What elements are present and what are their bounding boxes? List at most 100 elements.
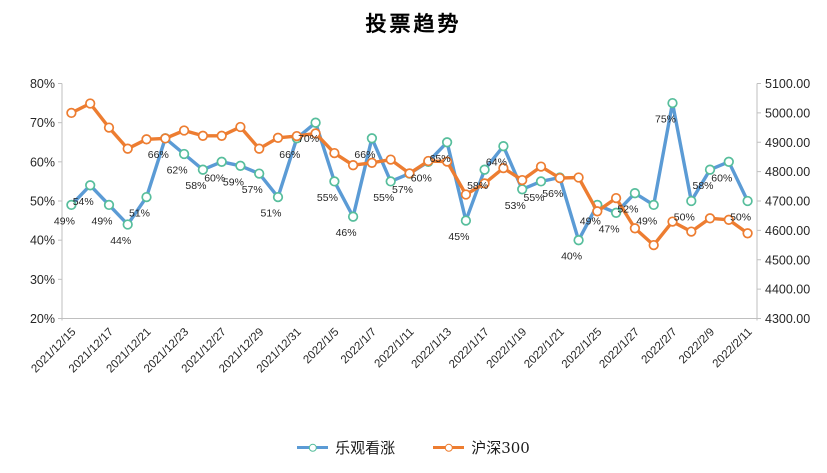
y-axis-label-right: 5000.00	[765, 106, 810, 120]
csi300-data-point-marker	[498, 162, 509, 174]
csi300-data-point-marker	[235, 121, 246, 133]
bullish-data-point-marker	[66, 199, 77, 211]
data-point-label: 70%	[298, 133, 319, 145]
data-point-label: 54%	[73, 196, 94, 208]
y-axis-label-left: 40%	[30, 234, 55, 248]
data-point-label: 62%	[167, 165, 188, 177]
data-point-label: 49%	[54, 215, 75, 227]
bullish-data-point-marker	[648, 199, 659, 211]
bullish-data-point-marker	[742, 195, 753, 207]
data-point-label: 44%	[110, 235, 131, 247]
data-point-label: 60%	[411, 172, 432, 184]
csi300-data-point-marker	[535, 161, 547, 172]
legend-item-bullish: 乐观看涨	[297, 437, 395, 458]
bullish-data-point-marker	[573, 235, 584, 246]
y-axis-label-right: 4500.00	[765, 253, 810, 267]
bullish-data-point-marker	[479, 164, 490, 175]
bullish-data-point-marker	[272, 191, 284, 203]
bullish-data-point-marker	[85, 180, 96, 191]
y-axis-label-left: 50%	[30, 195, 55, 209]
csi300-data-point-marker	[291, 130, 302, 142]
x-axis-label: 2022/2/11	[711, 326, 755, 370]
data-point-label: 55%	[317, 192, 338, 204]
data-point-label: 55%	[523, 192, 544, 204]
bullish-data-point-marker	[310, 117, 321, 128]
y-axis-label-right: 4400.00	[765, 283, 810, 297]
bullish-line-icon	[297, 443, 329, 452]
data-point-label: 64%	[486, 157, 507, 169]
data-point-label: 51%	[260, 208, 281, 220]
csi300-data-point-marker	[122, 143, 133, 154]
x-axis-label: 2022/1/5	[301, 326, 341, 366]
data-point-label: 65%	[430, 153, 451, 165]
data-point-label: 58%	[467, 180, 488, 192]
bullish-data-point-marker	[254, 168, 265, 179]
bullish-data-point-marker	[329, 176, 340, 187]
csi300-data-point-marker	[385, 154, 396, 165]
csi300-data-point-marker	[178, 125, 190, 136]
data-point-label: 55%	[373, 192, 394, 204]
y-axis-label-right: 4800.00	[765, 165, 810, 179]
data-point-label: 51%	[129, 208, 150, 220]
y-axis-label-right: 4600.00	[765, 224, 810, 238]
csi300-data-point-marker	[103, 122, 115, 133]
data-point-label: 46%	[336, 227, 357, 239]
bullish-data-point-marker	[385, 176, 396, 187]
data-point-label: 66%	[148, 149, 169, 161]
csi300-data-point-marker	[573, 172, 584, 183]
bullish-data-point-marker	[347, 211, 359, 222]
csi300-data-point-marker	[197, 130, 209, 141]
y-axis-label-left: 70%	[30, 116, 55, 130]
bullish-data-point-marker	[723, 156, 734, 167]
data-point-label: 49%	[91, 215, 112, 227]
bullish-data-point-marker	[460, 215, 472, 226]
csi300-data-point-marker	[254, 143, 265, 154]
y-axis-label-right: 4700.00	[765, 195, 810, 209]
bullish-data-point-marker	[141, 191, 152, 203]
csi300-data-point-marker	[686, 226, 697, 237]
legend: 乐观看涨 沪深300	[0, 437, 827, 458]
csi300-data-point-marker	[629, 223, 641, 234]
x-axis-label: 2022/1/27	[597, 326, 642, 371]
csi300-data-point-marker	[85, 98, 96, 109]
y-axis-label-right: 4300.00	[765, 312, 810, 326]
y-axis-label-left: 80%	[30, 77, 55, 91]
csi300-data-point-marker	[366, 157, 378, 168]
csi300-data-point-marker	[423, 155, 434, 167]
bullish-data-point-marker	[610, 207, 622, 218]
data-point-label: 47%	[599, 223, 620, 235]
csi300-data-point-marker	[742, 228, 753, 239]
data-point-label: 66%	[354, 149, 375, 161]
csi300-data-point-marker	[347, 160, 359, 171]
x-axis-label: 2022/2/7	[639, 326, 679, 366]
csi300-data-point-marker	[160, 133, 171, 144]
data-point-label: 59%	[223, 176, 244, 188]
legend-item-csi300: 沪深300	[433, 437, 530, 458]
y-axis-label-right: 5100.00	[765, 77, 810, 91]
csi300-data-point-marker	[216, 130, 227, 141]
csi300-data-point-marker	[667, 216, 678, 227]
bullish-data-point-marker	[629, 188, 641, 199]
data-point-label: 60%	[711, 172, 732, 184]
data-point-label: 57%	[242, 184, 263, 196]
csi300-data-point-marker	[648, 239, 659, 251]
bullish-data-point-marker	[667, 97, 678, 109]
csi300-data-point-marker	[441, 156, 453, 167]
data-point-label: 53%	[505, 200, 526, 212]
data-point-label: 50%	[730, 212, 751, 224]
chart-title: 投票趋势	[365, 11, 462, 36]
bullish-data-point-marker	[103, 199, 115, 211]
csi300-data-point-marker	[141, 134, 152, 145]
csi300-data-point-marker	[554, 172, 565, 184]
csi300-data-point-marker	[460, 189, 472, 200]
csi300-data-point-marker	[592, 206, 603, 217]
bullish-data-point-marker	[366, 133, 378, 144]
bullish-data-point-marker	[686, 195, 697, 207]
bullish-data-point-marker	[178, 148, 190, 160]
bullish-data-point-marker	[197, 164, 209, 175]
legend-label-bullish: 乐观看涨	[335, 439, 396, 457]
csi300-data-point-marker	[329, 147, 340, 159]
bullish-data-point-marker	[235, 160, 246, 171]
data-point-label: 75%	[655, 114, 676, 126]
